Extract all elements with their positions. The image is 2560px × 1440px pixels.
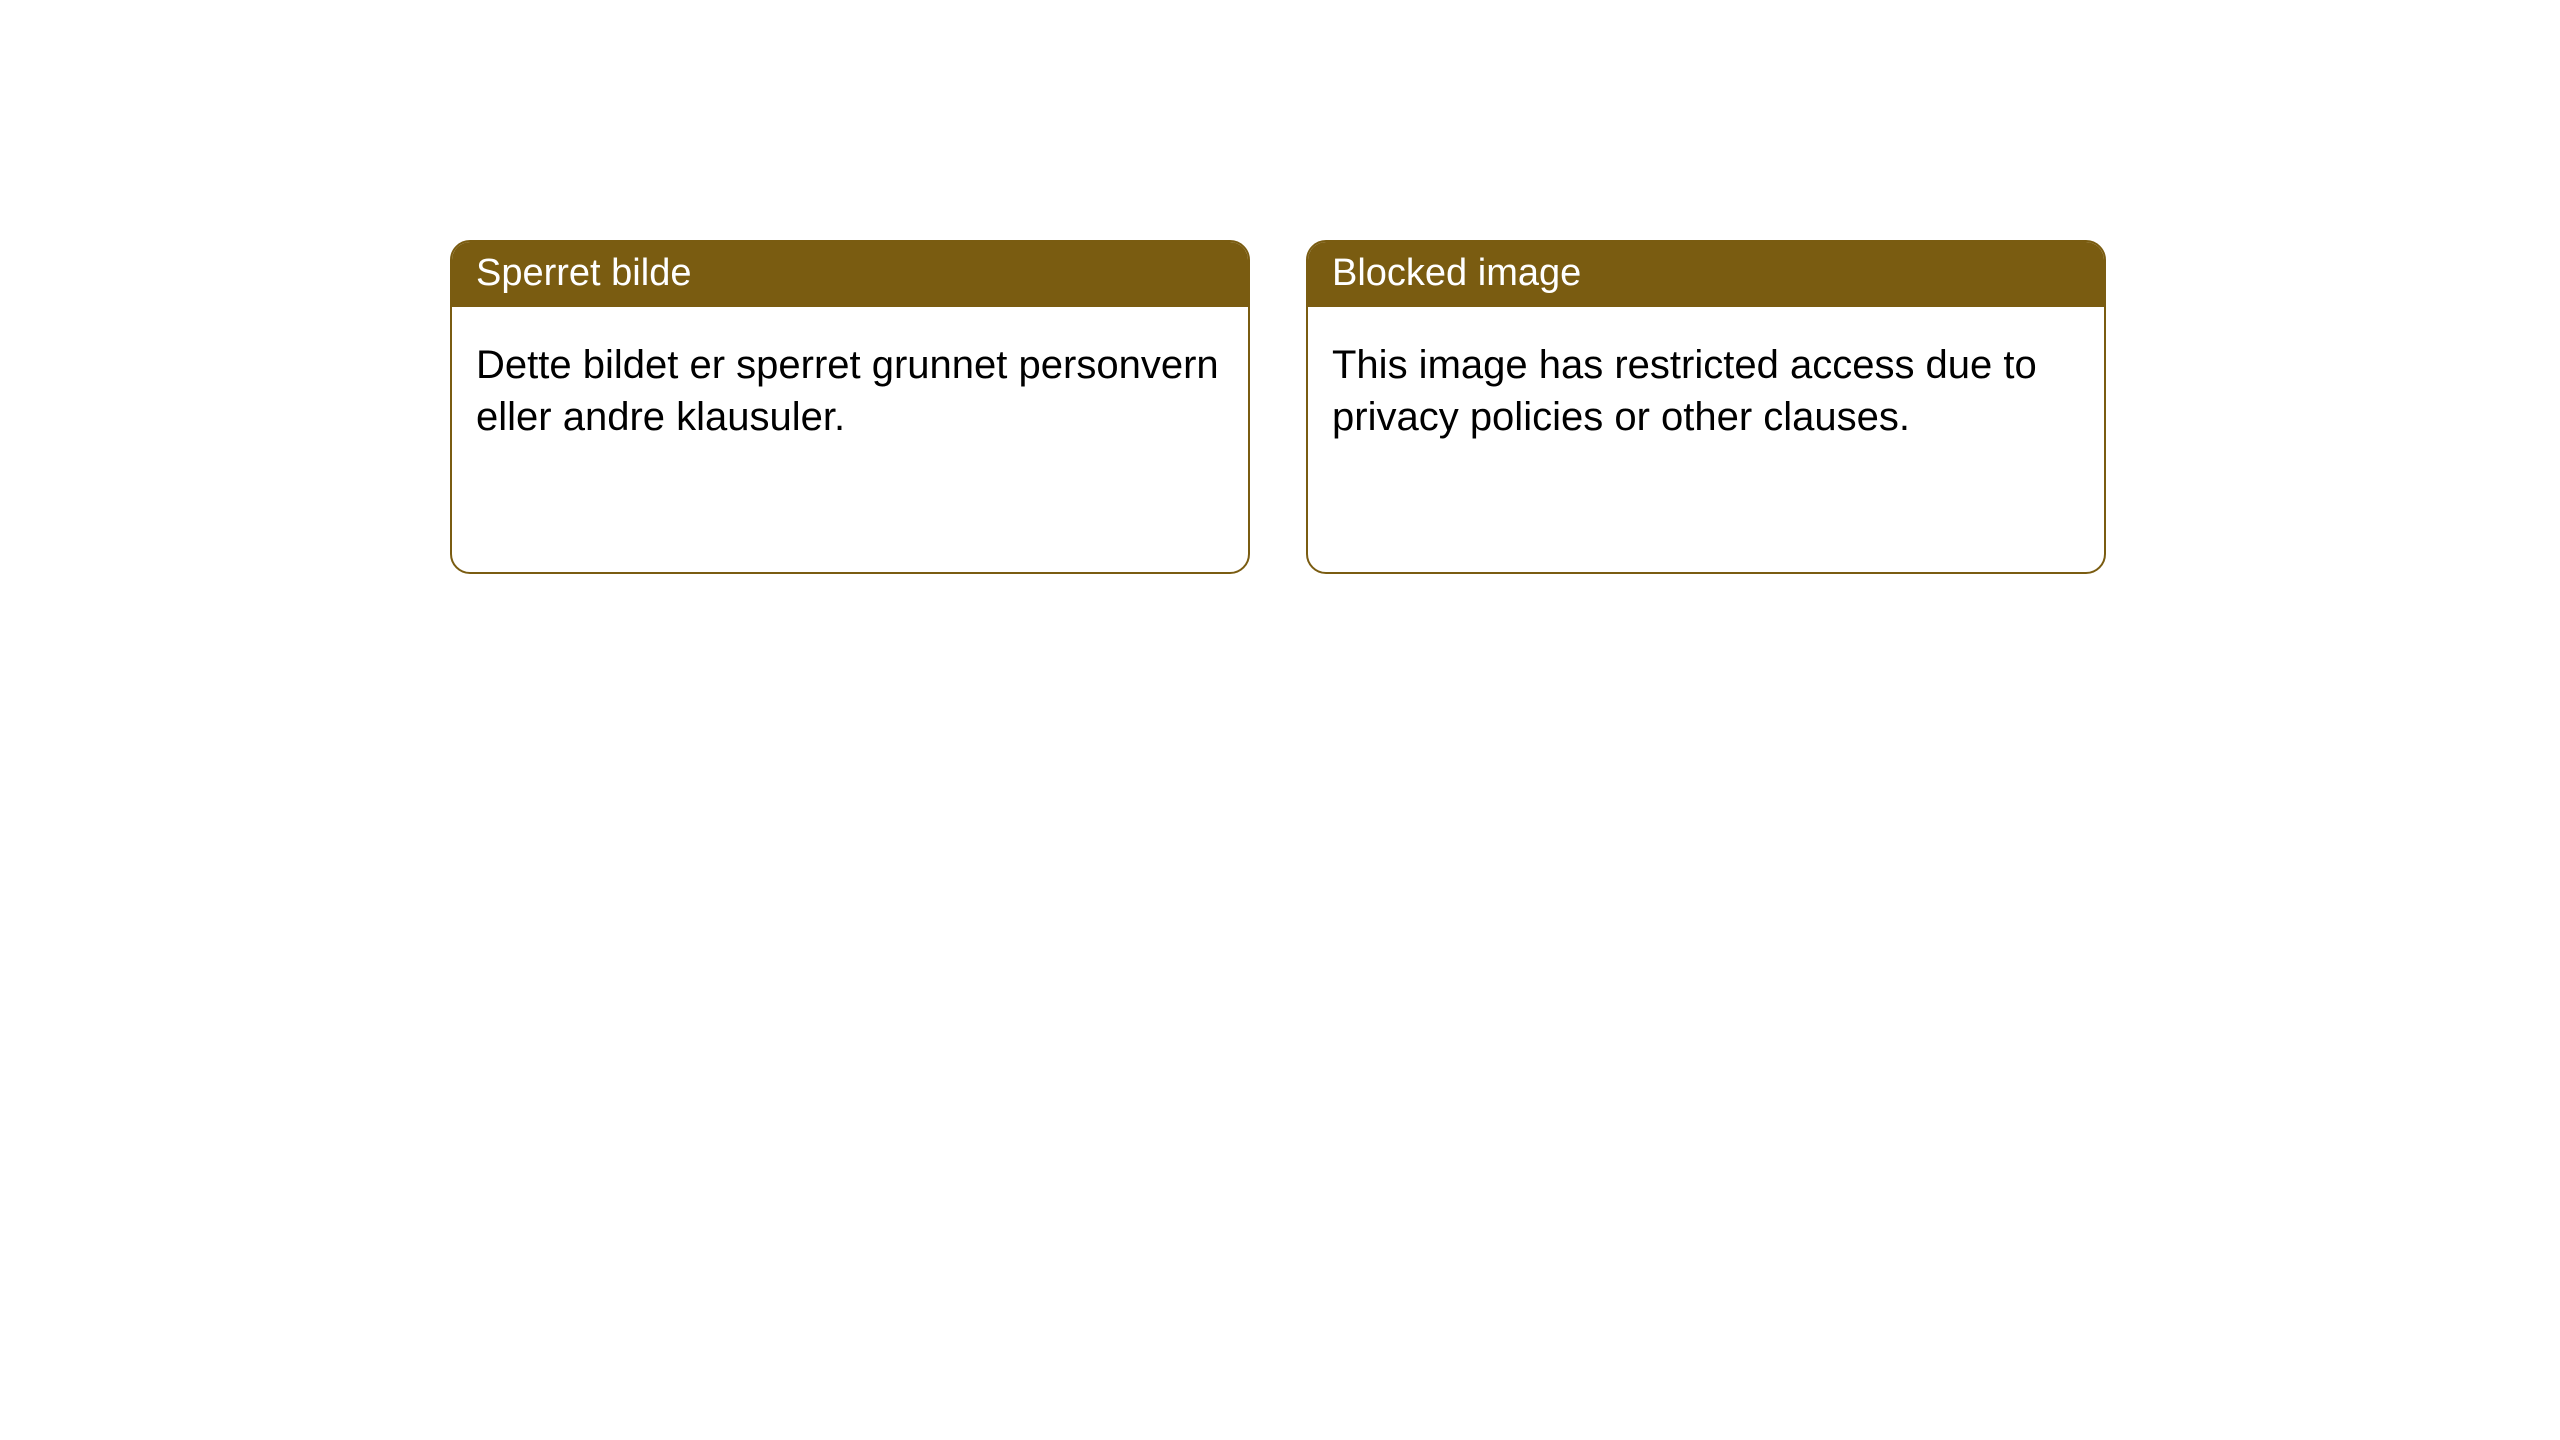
card-title: Blocked image <box>1332 252 1581 294</box>
card-title: Sperret bilde <box>476 252 691 294</box>
notice-card-english: Blocked image This image has restricted … <box>1306 240 2106 574</box>
card-body-text: This image has restricted access due to … <box>1332 343 2037 439</box>
notice-cards-container: Sperret bilde Dette bildet er sperret gr… <box>0 0 2560 574</box>
notice-card-norwegian: Sperret bilde Dette bildet er sperret gr… <box>450 240 1250 574</box>
card-body: This image has restricted access due to … <box>1308 307 2104 475</box>
card-header: Blocked image <box>1308 242 2104 307</box>
card-body: Dette bildet er sperret grunnet personve… <box>452 307 1248 475</box>
card-body-text: Dette bildet er sperret grunnet personve… <box>476 343 1219 439</box>
card-header: Sperret bilde <box>452 242 1248 307</box>
